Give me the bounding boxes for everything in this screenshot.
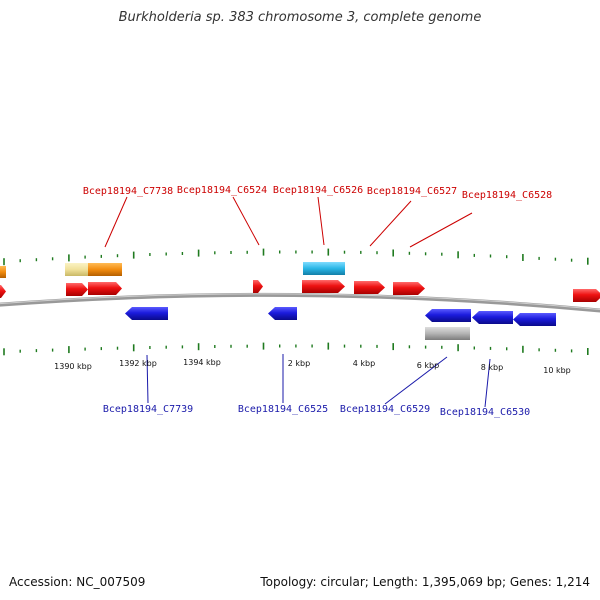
tick-marks-outer <box>3 248 589 266</box>
tick-label-10-kbp: 10 kbp <box>543 366 571 375</box>
tick-label-2-kbp: 2 kbp <box>288 359 310 368</box>
page-title: Burkholderia sp. 383 chromosome 3, compl… <box>118 10 482 25</box>
gene-label-bcep18194-c6528: Bcep18194_C6528 <box>462 190 552 201</box>
gene-plus-bcep18194-c6526 <box>302 280 345 293</box>
accession-value: NC_007509 <box>76 575 146 589</box>
topology-info: Topology: circular; Length: 1,395,069 bp… <box>260 575 590 589</box>
gene-minus-bcep18194-c6525 <box>268 307 297 320</box>
chromosome-backbone <box>0 292 600 313</box>
gene-minus-bcep18194-c6529 <box>425 309 471 322</box>
feature-orange-left <box>0 266 6 278</box>
tick-label-4-kbp: 4 kbp <box>353 359 375 368</box>
accession-label: Accession: <box>9 575 77 589</box>
gene-plus-bcep18194-c6528 <box>393 282 425 295</box>
callout-lines-minus <box>146 354 491 408</box>
gene-label-bcep18194-c6529: Bcep18194_C6529 <box>340 404 430 415</box>
gene-plus-bcep18194-c7738 <box>88 282 122 295</box>
gene-label-bcep18194-c7739: Bcep18194_C7739 <box>103 404 193 415</box>
tick-label-1394-kbp: 1394 kbp <box>183 358 221 367</box>
gene-minus-bcep18194-c6530-b <box>513 313 556 326</box>
gene-plus-edge-left <box>0 285 6 298</box>
tick-marks-inner <box>3 342 589 356</box>
gene-label-bcep18194-c6526: Bcep18194_C6526 <box>273 185 363 196</box>
tick-label-6-kbp: 6 kbp <box>417 361 439 370</box>
gene-label-bcep18194-c6530: Bcep18194_C6530 <box>440 407 530 418</box>
feature-cyan <box>303 262 345 275</box>
callout-lines-plus <box>104 196 473 248</box>
feature-pale <box>65 263 89 276</box>
gene-label-bcep18194-c6524: Bcep18194_C6524 <box>177 185 267 196</box>
tick-label-1390-kbp: 1390 kbp <box>54 362 92 371</box>
gene-label-bcep18194-c6527: Bcep18194_C6527 <box>367 186 457 197</box>
gene-label-bcep18194-c6525: Bcep18194_C6525 <box>238 404 328 415</box>
tick-label-1392-kbp: 1392 kbp <box>119 359 157 368</box>
gene-minus-bcep18194-c6530-a <box>472 311 513 324</box>
feature-grey <box>425 327 470 340</box>
gene-plus-bcep18194-c6524 <box>253 280 263 293</box>
gene-label-bcep18194-c7738: Bcep18194_C7738 <box>83 186 173 197</box>
tick-label-8-kbp: 8 kbp <box>481 363 503 372</box>
gene-plus-bcep18194-c7738-left <box>66 283 88 296</box>
gene-plus-bcep18194-c6527 <box>354 281 385 294</box>
feature-orange <box>88 263 122 276</box>
accession-info: Accession: NC_007509 <box>9 575 145 589</box>
gene-minus-bcep18194-c7739 <box>125 307 168 320</box>
chromosome-backbone-highlight <box>0 293 600 311</box>
gene-plus-edge-right <box>573 289 600 302</box>
